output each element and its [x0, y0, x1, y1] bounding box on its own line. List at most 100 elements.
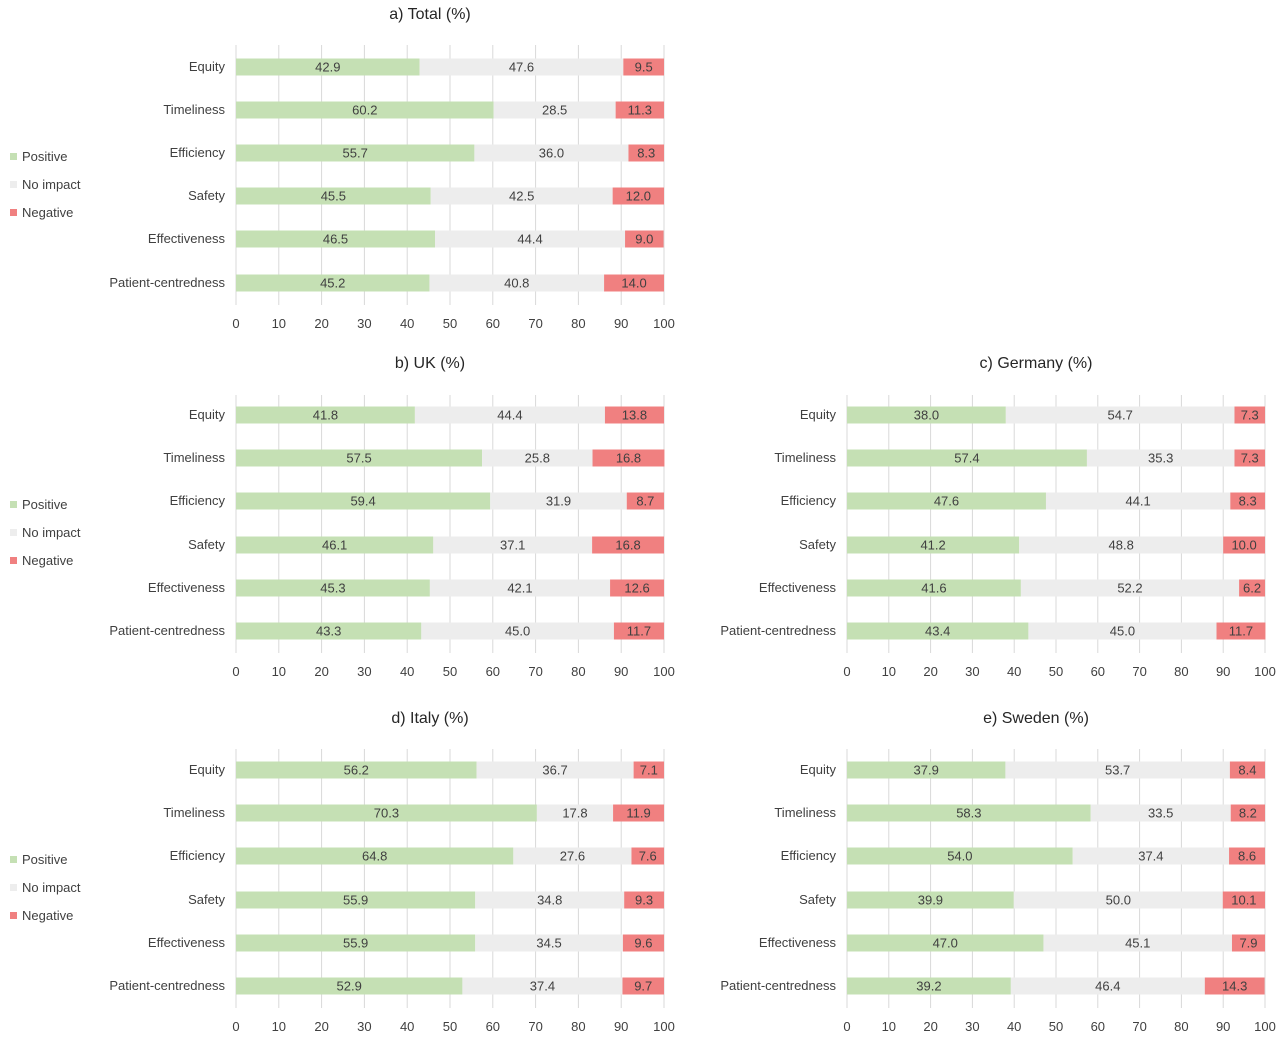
- x-tick-label: 100: [653, 664, 675, 679]
- data-label: 53.7: [1105, 763, 1130, 778]
- chart-panel-d-italy: d) Italy (%) 0 10 20 30 40 50 60 70 80 90 100 Equity…: [10, 710, 675, 1034]
- legend-label-no-impact: No impact: [22, 525, 81, 540]
- category-label-patient-centredness: Patient-centredness: [720, 623, 836, 638]
- legend: Positive No impact Negative: [10, 852, 81, 923]
- category-label-safety: Safety: [799, 537, 836, 552]
- category-label-timeliness: Timeliness: [163, 450, 225, 465]
- x-tick-label: 100: [653, 1019, 675, 1034]
- x-tick-label: 10: [272, 664, 286, 679]
- bar-negative-safety: [624, 891, 664, 909]
- bar-no-impact-effectiveness: [1020, 579, 1240, 597]
- bar-negative-timeliness: [615, 101, 664, 119]
- legend-swatch-positive: [10, 153, 17, 160]
- category-label-equity: Equity: [189, 762, 226, 777]
- x-tick-label: 80: [1174, 1019, 1188, 1034]
- data-label: 37.9: [914, 763, 939, 778]
- bar-no-impact-equity: [414, 406, 605, 424]
- x-tick-label: 50: [443, 664, 457, 679]
- data-label: 37.1: [500, 538, 525, 553]
- x-tick-label: 30: [965, 1019, 979, 1034]
- legend-swatch-positive: [10, 856, 17, 863]
- data-label: 6.2: [1243, 581, 1261, 596]
- x-tick-label: 0: [232, 1019, 239, 1034]
- category-label-safety: Safety: [799, 892, 836, 907]
- data-label: 64.8: [362, 849, 387, 864]
- x-tick-label: 60: [1091, 1019, 1105, 1034]
- bar-negative-equity: [1234, 406, 1265, 424]
- bar-negative-effectiveness: [625, 230, 664, 248]
- x-tick-label: 40: [1007, 664, 1021, 679]
- data-label: 38.0: [914, 408, 939, 423]
- x-tick-label: 50: [1049, 1019, 1063, 1034]
- chart-panel-c-germany: c) Germany (%) 0 10 20 30 40 50 60 70 80 90 100 Equi…: [720, 355, 1275, 679]
- data-label: 55.9: [343, 936, 368, 951]
- category-label-timeliness: Timeliness: [774, 450, 836, 465]
- bar-no-impact-effectiveness: [1043, 934, 1232, 952]
- data-label: 57.4: [954, 451, 979, 466]
- bar-positive-equity: [847, 406, 1006, 424]
- data-label: 44.4: [517, 232, 542, 247]
- bar-negative-equity: [1229, 761, 1265, 779]
- bar-positive-patient-centredness: [847, 977, 1011, 995]
- x-tick-label: 80: [571, 664, 585, 679]
- x-tick-label: 70: [1132, 664, 1146, 679]
- x-tick-label: 60: [486, 316, 500, 331]
- legend-swatch-negative: [10, 209, 17, 216]
- data-label: 7.3: [1241, 408, 1259, 423]
- data-label: 16.8: [616, 451, 641, 466]
- x-tick-label: 50: [1049, 664, 1063, 679]
- data-label: 9.7: [634, 979, 652, 994]
- bar-positive-timeliness: [236, 101, 494, 119]
- category-label-effectiveness: Effectiveness: [148, 231, 226, 246]
- legend-swatch-negative: [10, 557, 17, 564]
- data-label: 9.3: [635, 893, 653, 908]
- data-label: 54.0: [947, 849, 972, 864]
- data-label: 47.6: [934, 494, 959, 509]
- data-label: 42.9: [315, 60, 340, 75]
- bar-positive-equity: [236, 761, 477, 779]
- data-label: 14.3: [1222, 979, 1247, 994]
- category-label-patient-centredness: Patient-centredness: [720, 978, 836, 993]
- bar-no-impact-equity: [1005, 761, 1230, 779]
- bar-no-impact-patient-centredness: [1010, 977, 1205, 995]
- x-tick-label: 20: [923, 1019, 937, 1034]
- bar-positive-efficiency: [236, 492, 491, 510]
- chart-panel-e-sweden: e) Sweden (%) 0 10 20 30 40 50 60 70 80 90 100 Equit…: [720, 710, 1275, 1034]
- data-label: 45.2: [320, 276, 345, 291]
- bar-no-impact-efficiency: [490, 492, 627, 510]
- bar-positive-patient-centredness: [236, 274, 430, 292]
- data-label: 47.6: [509, 60, 534, 75]
- data-label: 52.2: [1117, 581, 1142, 596]
- data-label: 43.3: [316, 624, 341, 639]
- x-tick-label: 80: [1174, 664, 1188, 679]
- data-label: 34.5: [536, 936, 561, 951]
- bar-negative-timeliness: [613, 804, 664, 822]
- data-label: 9.5: [635, 60, 653, 75]
- legend-swatch-no-impact: [10, 529, 17, 536]
- data-label: 57.5: [346, 451, 371, 466]
- data-label: 35.3: [1148, 451, 1173, 466]
- bar-negative-timeliness: [1230, 804, 1265, 822]
- x-tick-label: 90: [1216, 1019, 1230, 1034]
- data-label: 45.3: [320, 581, 345, 596]
- bar-negative-patient-centredness: [1216, 622, 1266, 640]
- legend-swatch-positive: [10, 501, 17, 508]
- data-label: 58.3: [956, 806, 981, 821]
- chart-panel-a-total: a) Total (%) 0 10 20 30 40 50 60 70 80 90 100 Equity…: [10, 6, 675, 331]
- category-label-equity: Equity: [800, 407, 837, 422]
- data-label: 11.9: [626, 806, 650, 821]
- category-label-effectiveness: Effectiveness: [148, 935, 226, 950]
- bar-negative-timeliness: [1234, 449, 1265, 467]
- chart-title: b) UK (%): [395, 355, 465, 372]
- bar-no-impact-safety: [1013, 891, 1223, 909]
- bar-negative-efficiency: [626, 492, 664, 510]
- legend-swatch-negative: [10, 912, 17, 919]
- bar-no-impact-safety: [1019, 536, 1224, 554]
- x-tick-label: 60: [486, 664, 500, 679]
- bar-positive-equity: [236, 406, 415, 424]
- data-label: 46.4: [1095, 979, 1120, 994]
- bar-no-impact-efficiency: [474, 144, 629, 162]
- bar-no-impact-safety: [430, 187, 613, 205]
- bar-negative-safety: [592, 536, 664, 554]
- category-label-equity: Equity: [189, 407, 226, 422]
